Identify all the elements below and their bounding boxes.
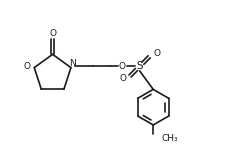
Text: O: O bbox=[49, 29, 56, 38]
Text: N: N bbox=[68, 59, 75, 68]
Text: S: S bbox=[136, 61, 142, 71]
Text: O: O bbox=[24, 62, 31, 71]
Text: O: O bbox=[119, 74, 126, 83]
Text: O: O bbox=[153, 49, 160, 58]
Text: O: O bbox=[118, 62, 125, 71]
Text: CH₃: CH₃ bbox=[160, 134, 177, 143]
